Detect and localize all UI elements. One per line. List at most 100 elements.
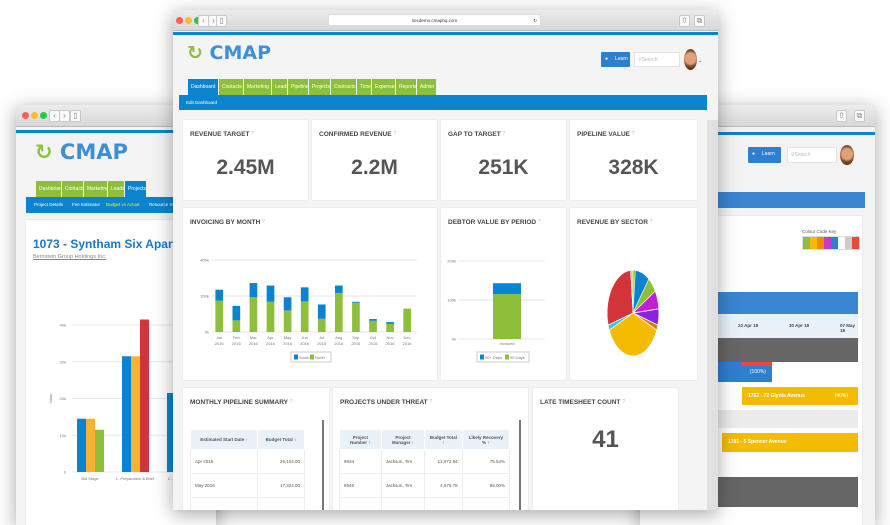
column-header[interactable]: Budget Total ↑ [256, 429, 306, 450]
close-button[interactable] [176, 17, 183, 24]
client-link[interactable]: Bernstein Group Holdings Inc. [33, 254, 107, 260]
legend-label[interactable]: South [299, 355, 309, 360]
help-icon[interactable]: ? [289, 399, 293, 405]
tab-admin[interactable]: Admin [417, 79, 437, 95]
help-icon[interactable]: ? [429, 399, 433, 405]
tab-dashboard[interactable]: Dashboard [36, 181, 63, 197]
tab-dashboard[interactable]: Dashboard [188, 79, 219, 95]
bar-90-days[interactable] [493, 294, 521, 339]
help-icon[interactable]: ? [649, 219, 653, 225]
pie-slice[interactable] [609, 312, 657, 357]
page-scrollbar[interactable] [707, 120, 718, 510]
help-icon[interactable]: ? [262, 219, 265, 225]
search-input[interactable]: ⚲Search [787, 147, 837, 163]
tab-marketing[interactable]: Marketing [84, 181, 109, 197]
bar[interactable] [122, 356, 131, 472]
bar[interactable] [167, 392, 176, 472]
help-icon[interactable]: ? [537, 219, 541, 225]
share-icon[interactable]: ⇧ [836, 110, 847, 122]
column-header[interactable]: Likely Recovery % ↑ [461, 429, 511, 450]
scrollbar[interactable] [519, 420, 521, 510]
tabs-icon[interactable]: ⧉ [854, 110, 865, 122]
subnav-budget-vs-actual[interactable]: Budget vs Actual [106, 202, 140, 207]
help-icon[interactable]: ? [622, 399, 625, 405]
minimize-button[interactable] [31, 112, 38, 119]
tab-leads[interactable]: Leads [108, 181, 125, 197]
help-icon[interactable]: ? [393, 131, 397, 137]
bar-north[interactable] [335, 292, 343, 332]
edit-dashboard-link[interactable]: Edit Dashboard [186, 100, 218, 105]
table-row[interactable] [339, 497, 511, 510]
bar-north[interactable] [386, 323, 394, 332]
column-header[interactable]: Project Number ↑ [339, 429, 382, 450]
learn-button[interactable]: ● Learn [748, 147, 781, 163]
sidebar-icon[interactable]: ▯ [216, 15, 227, 27]
bar-north[interactable] [266, 301, 275, 332]
tabs-icon[interactable]: ⧉ [694, 15, 705, 27]
table-row[interactable]: 8834 Jackson, Tim 12,972.84 75.54% [339, 449, 511, 474]
bar[interactable] [140, 319, 149, 472]
minimize-button[interactable] [185, 17, 192, 24]
bar-north[interactable] [249, 297, 258, 332]
help-icon[interactable]: ? [502, 131, 506, 137]
user-avatar[interactable] [684, 49, 697, 70]
table-row[interactable] [190, 497, 306, 510]
forward-icon[interactable]: › [59, 110, 70, 122]
table-row[interactable]: May 2016 17,324.00 [190, 473, 306, 498]
bar[interactable] [131, 356, 140, 472]
pie-slice[interactable] [630, 269, 634, 314]
subnav-resource[interactable]: Resource Sc [149, 202, 175, 207]
tab-expenses[interactable]: Expenses [372, 79, 397, 95]
tab-reports[interactable]: Reports [396, 79, 417, 95]
bar-north[interactable] [232, 320, 241, 332]
bar[interactable] [95, 429, 104, 472]
sidebar-icon[interactable]: ▯ [70, 110, 81, 122]
share-icon[interactable]: ⇧ [679, 15, 690, 27]
bar-south[interactable] [335, 285, 343, 293]
subnav-fee-estimator[interactable]: Fee Estimator [72, 202, 101, 207]
cmap-logo[interactable]: ↻ CMAP [187, 42, 271, 64]
help-icon[interactable]: ? [251, 131, 255, 137]
tab-time[interactable]: Time [357, 79, 372, 95]
subnav-project-details[interactable]: Project Details [34, 202, 64, 207]
tab-projects[interactable]: Projects [125, 181, 147, 197]
tab-leads[interactable]: Leads [272, 79, 289, 95]
bar-north[interactable] [215, 300, 224, 333]
table-row[interactable]: Apr 2016 26,104.00 [190, 449, 306, 474]
schedule-bar[interactable]: 1781 - 5 Spencer Avenue [722, 433, 858, 452]
close-button[interactable] [22, 112, 29, 119]
bar-north[interactable] [283, 310, 292, 332]
bar[interactable] [77, 418, 86, 472]
bar-south[interactable] [352, 301, 360, 303]
tab-marketing[interactable]: Marketing [244, 79, 272, 95]
search-input[interactable]: ⚲Search [634, 52, 680, 67]
user-avatar[interactable] [840, 145, 854, 165]
bar-south[interactable] [215, 289, 224, 301]
bar-north[interactable] [352, 302, 360, 332]
bar-north[interactable] [369, 320, 377, 332]
schedule-bar[interactable]: 1762 - 72 Glynis Avenue (40%) [742, 387, 858, 405]
bar-south[interactable] [266, 285, 275, 302]
column-header[interactable]: Project Manager ↑ [380, 429, 426, 450]
cmap-logo[interactable]: ↻ CMAP [35, 140, 128, 164]
tab-contracts[interactable]: Contracts [331, 79, 357, 95]
help-icon[interactable]: ? [631, 131, 635, 137]
legend-label[interactable]: 90 Days [510, 355, 525, 360]
legend-label[interactable]: North [315, 355, 325, 360]
bar-south[interactable] [300, 287, 309, 302]
bar-north[interactable] [300, 301, 309, 332]
column-header[interactable]: Estimated Start Date ↑ [190, 429, 258, 450]
learn-button[interactable]: ● Learn [601, 52, 630, 67]
bar-south[interactable] [249, 283, 258, 298]
maximize-button[interactable] [40, 112, 47, 119]
bar-south[interactable] [386, 322, 394, 324]
reload-icon[interactable]: ↻ [533, 18, 537, 23]
bar-north[interactable] [403, 308, 412, 332]
bar-north[interactable] [317, 318, 326, 332]
bar-south[interactable] [232, 305, 241, 321]
scrollbar[interactable] [322, 420, 324, 510]
tab-projects[interactable]: Projects [309, 79, 331, 95]
legend-label[interactable]: 90+ Days [485, 355, 502, 360]
tab-contacts[interactable]: Contacts [62, 181, 85, 197]
maximize-button[interactable] [194, 17, 201, 24]
